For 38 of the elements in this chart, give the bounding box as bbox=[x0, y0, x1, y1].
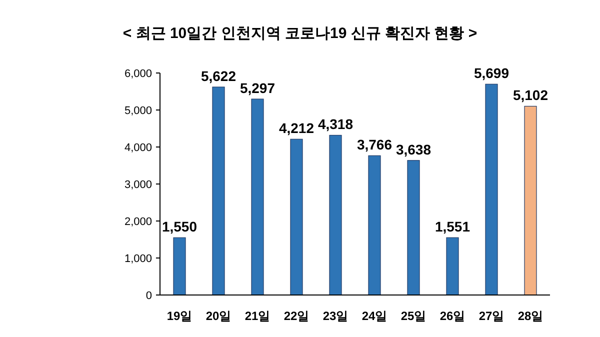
data-label: 4,318 bbox=[318, 116, 354, 132]
x-tick-label: 23일 bbox=[322, 309, 348, 323]
bar bbox=[173, 237, 186, 296]
bar bbox=[329, 134, 342, 296]
bar bbox=[212, 86, 225, 296]
bar bbox=[446, 237, 459, 296]
data-label: 5,297 bbox=[240, 80, 276, 96]
x-tick-label: 25일 bbox=[400, 309, 426, 323]
x-tick-label: 21일 bbox=[244, 309, 270, 323]
y-tick-label: 6,000 bbox=[124, 68, 152, 80]
data-label: 1,550 bbox=[162, 218, 198, 235]
bar bbox=[485, 84, 498, 296]
chart-title: < 최근 10일간 인천지역 코로나19 신규 확진자 현황 > bbox=[122, 25, 478, 42]
bar bbox=[290, 138, 303, 296]
y-tick-label: 3,000 bbox=[124, 179, 152, 191]
data-label: 3,638 bbox=[396, 141, 432, 158]
data-label: 4,212 bbox=[278, 120, 314, 136]
x-tick-label: 20일 bbox=[206, 309, 232, 323]
x-tick-label: 19일 bbox=[166, 309, 192, 323]
x-tick-label: 28일 bbox=[518, 309, 544, 323]
y-tick-label: 2,000 bbox=[124, 216, 152, 228]
data-label: 1,551 bbox=[434, 218, 470, 235]
x-tick-label: 27일 bbox=[478, 309, 504, 323]
y-tick-label: 0 bbox=[146, 290, 152, 302]
data-label: 5,622 bbox=[200, 68, 236, 84]
y-tick-label: 1,000 bbox=[124, 253, 152, 265]
y-tick-label: 4,000 bbox=[124, 142, 152, 154]
x-tick-label: 22일 bbox=[284, 309, 310, 323]
bar bbox=[524, 106, 537, 296]
bar bbox=[407, 160, 420, 296]
bar bbox=[368, 155, 381, 296]
data-label: 5,699 bbox=[474, 65, 510, 82]
y-tick-label: 5,000 bbox=[124, 105, 152, 117]
bar bbox=[251, 98, 264, 296]
data-label: 5,102 bbox=[512, 87, 548, 104]
x-tick-label: 24일 bbox=[362, 309, 388, 323]
x-tick-label: 26일 bbox=[440, 309, 466, 323]
data-label: 3,766 bbox=[356, 136, 392, 153]
